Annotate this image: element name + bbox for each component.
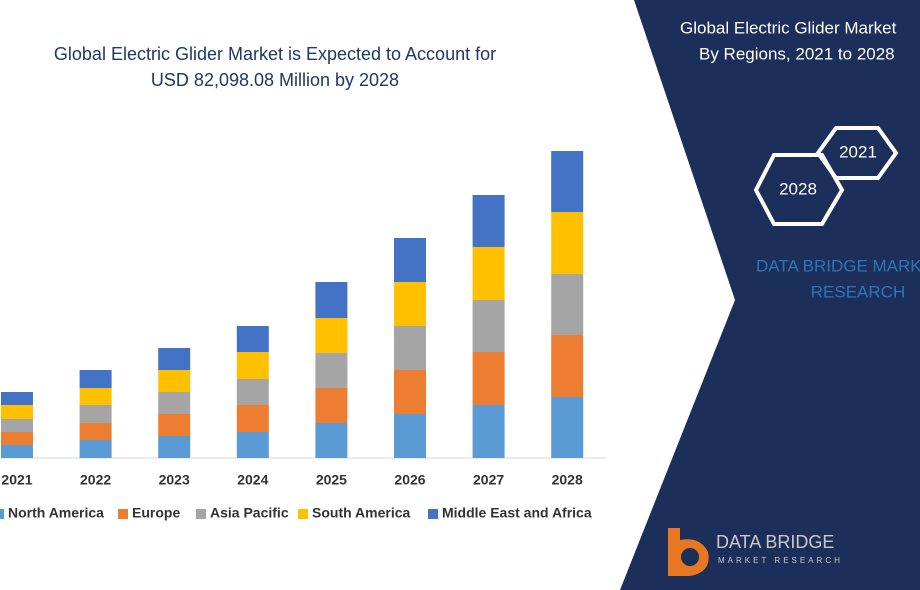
bar-segment [1,419,33,432]
bar-segment [551,151,584,212]
hexagon [753,153,845,226]
x-tick-label: 2024 [237,472,268,488]
x-tick-label: 2021 [1,472,32,488]
bar-segment [551,397,584,458]
x-tick-label: 2026 [394,472,425,488]
legend-label: Middle East and Africa [442,505,592,521]
bar-segment [315,388,348,423]
bar-segment [236,326,269,352]
panel-title: Global Electric Glider Market [680,18,897,37]
legend-marker [428,509,438,519]
bar-segment [79,423,112,440]
x-tick-label: 2025 [316,472,347,488]
legend-marker [298,509,308,519]
plot: 2021 2022 2023 2024 2025 2026 2027 2028 North Am… [0,151,607,521]
bar-segment [158,348,191,370]
bar-segment [236,379,269,405]
bar-segment [79,440,112,458]
bar-segment [236,352,269,379]
bar-segment [394,370,426,414]
bar-segment [394,238,426,282]
bar-segment [158,436,191,458]
bar-segment [394,282,426,326]
legend-marker [196,509,206,519]
logo-mark [681,548,699,566]
bar-segment [79,370,112,388]
x-tick-label: 2023 [159,472,190,488]
bar-segment [158,392,191,414]
legend-label: Europe [132,505,180,521]
bar-segment [315,318,348,353]
logo-tagline: MARKET RESEARCH [718,556,843,565]
bar-segment [394,414,426,458]
bar-segment [315,423,348,458]
bar-segment [551,212,584,274]
bar-segment [1,405,33,419]
hexagon-label: 2028 [779,179,817,198]
bar-segment [472,247,505,300]
bar-segment [472,300,505,352]
bar-segment [1,445,33,458]
bar-segment [1,432,33,445]
legend-marker [118,509,128,519]
bar-segment [394,326,426,370]
bar-segment [236,405,269,432]
legend-label: North America [8,505,104,521]
bar-segment [1,392,33,405]
bar-segment [158,414,191,436]
logo-name: DATA BRIDGE [716,532,834,552]
chart-title: USD 82,098.08 Million by 2028 [151,70,399,90]
bar-segment [236,432,269,458]
bar-segment [551,335,584,397]
bar-segment [472,405,505,458]
bar-segment [472,195,505,247]
bar-segment [79,405,112,423]
bar-segment [315,353,348,388]
hexagon-label: 2021 [839,142,877,161]
bar-segment [79,388,112,405]
x-tick-label: 2027 [473,472,504,488]
bar-segment [551,274,584,335]
legend-label: Asia Pacific [210,505,289,521]
chart-title: Global Electric Glider Market is Expecte… [54,44,496,64]
legend-marker [0,509,4,519]
panel-title: By Regions, 2021 to 2028 [699,44,895,63]
bar-segment [158,370,191,392]
side-panel [620,0,920,590]
logo: DATA BRIDGE MARKET RESEARCH [668,528,843,576]
bar-segment [472,352,505,405]
brand-text: RESEARCH [811,282,905,301]
brand-text: DATA BRIDGE MARKET [756,256,920,275]
bar-segment [315,282,348,318]
x-tick-label: 2022 [80,472,111,488]
x-tick-label: 2028 [552,472,583,488]
legend-label: South America [312,505,410,521]
